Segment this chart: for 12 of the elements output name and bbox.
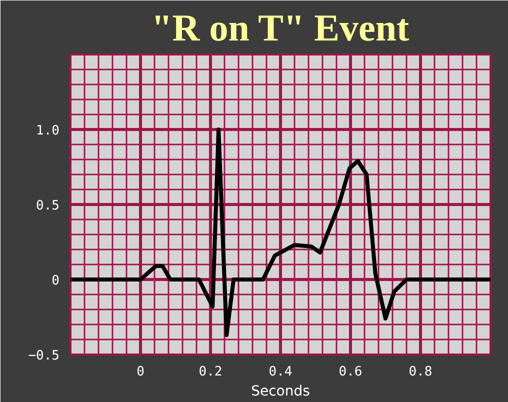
- x-tick-label: 0.8: [408, 364, 432, 380]
- y-tick-label: −0.5: [28, 348, 60, 364]
- line-series: [70, 128, 490, 337]
- y-tick-label: 0.5: [36, 198, 60, 214]
- x-tick-label: 0.6: [338, 364, 362, 380]
- chart-title: "R on T" Event: [151, 8, 410, 50]
- x-axis-title: Seconds: [251, 384, 310, 400]
- y-tick-label: 1.0: [36, 124, 60, 138]
- x-tick-label: 0.2: [198, 364, 222, 380]
- y-tick-label: 0: [52, 274, 60, 288]
- x-tick-label: 0: [136, 364, 144, 380]
- x-tick-label: 0.4: [268, 364, 292, 380]
